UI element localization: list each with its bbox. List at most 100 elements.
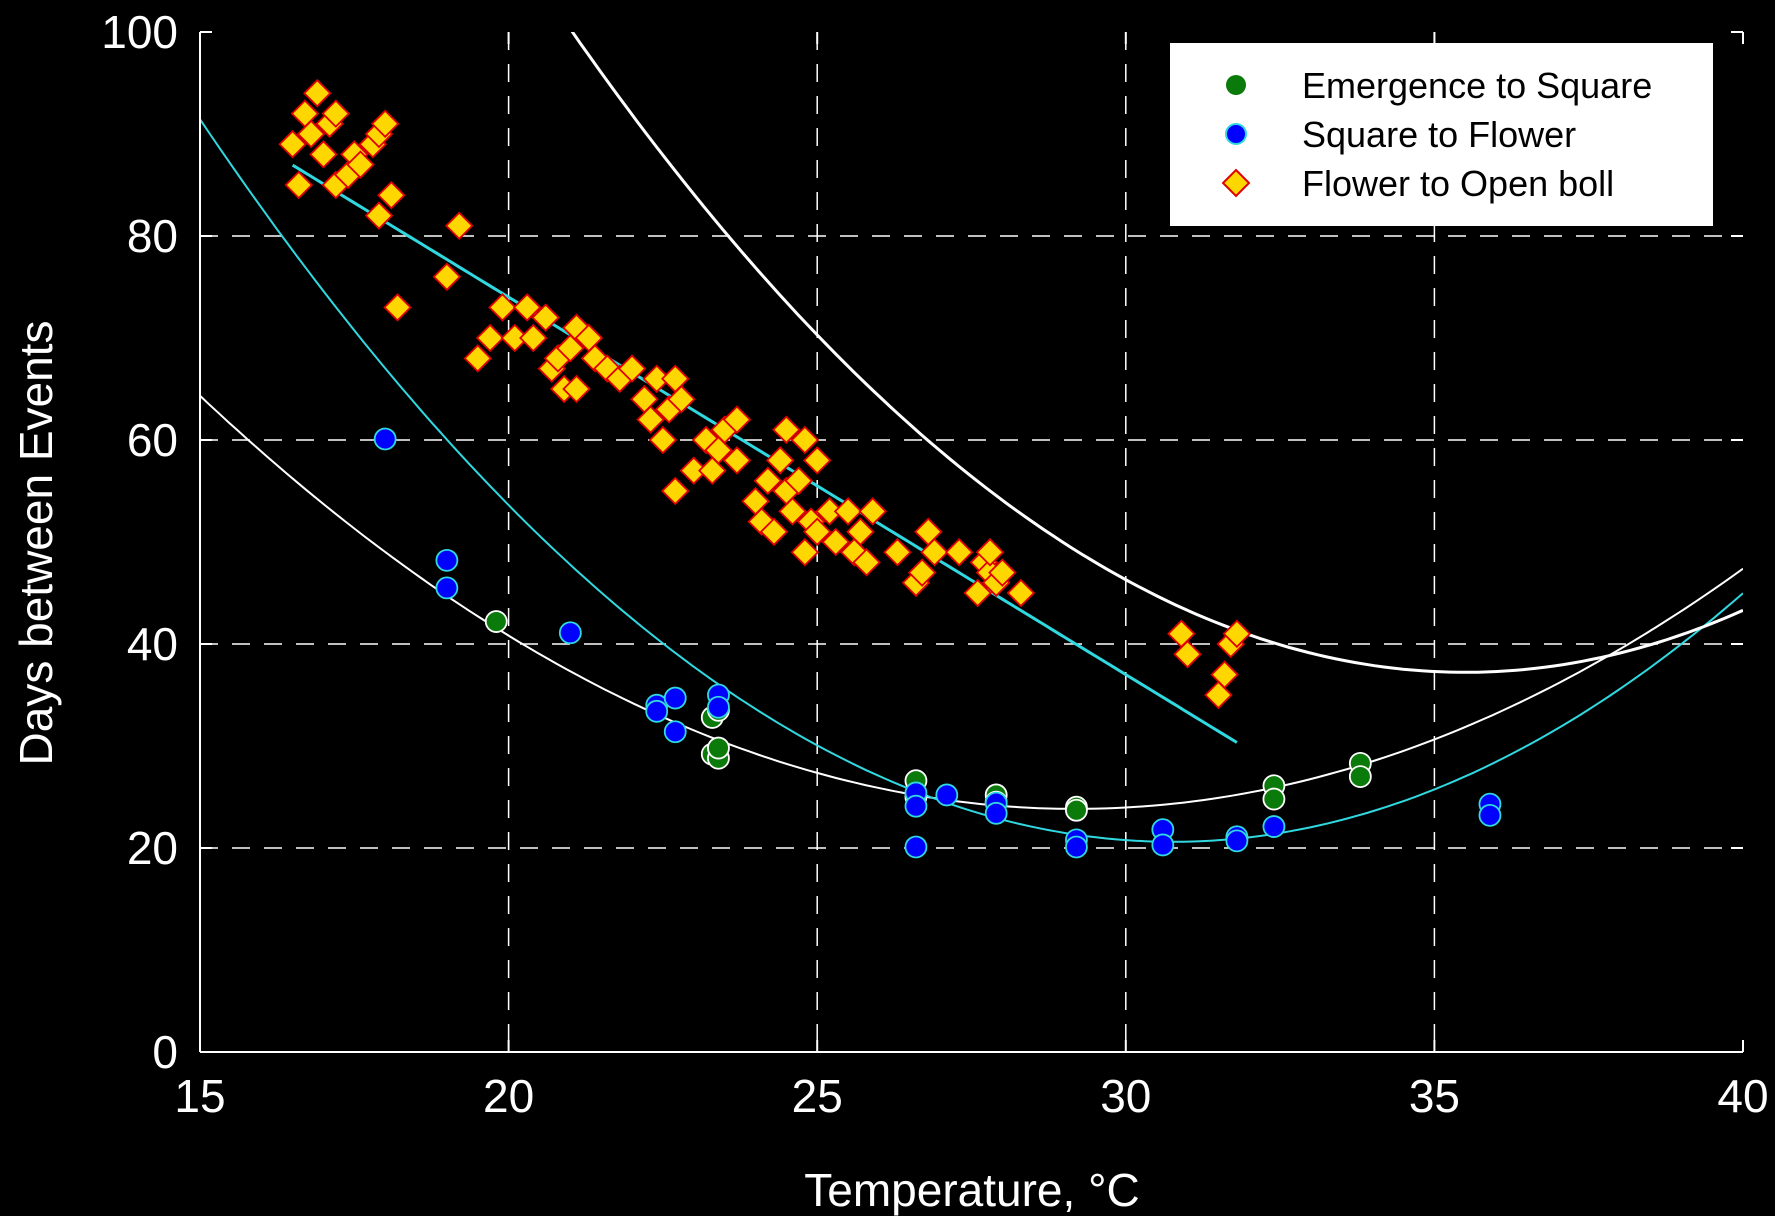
legend-entry-emergence-to-square: Emergence to Square <box>1226 65 1652 106</box>
fit-curves <box>200 32 1743 843</box>
fit-curve-2 <box>570 32 1743 674</box>
legend: Emergence to Square Square to Flower Flo… <box>1170 43 1713 226</box>
point-square-to-flower <box>1262 815 1286 838</box>
point-square-to-flower <box>1225 829 1249 853</box>
point-flower-to-open-boll <box>463 344 493 373</box>
point-flower-to-open-boll <box>660 476 690 506</box>
point-emergence-to-square <box>1262 787 1286 811</box>
point-square-to-flower <box>1478 803 1502 827</box>
point-flower-to-open-boll <box>765 446 795 475</box>
point-square-to-flower <box>373 427 397 451</box>
legend-label-emergence-to-square: Emergence to Square <box>1302 65 1652 106</box>
y-axis-title: Days between Events <box>10 321 62 766</box>
y-tick-label: 0 <box>152 1026 178 1078</box>
point-flower-to-open-boll <box>648 425 678 455</box>
point-flower-to-open-boll <box>519 323 548 353</box>
x-tick-label: 40 <box>1717 1070 1768 1122</box>
point-flower-to-open-boll <box>364 201 394 230</box>
point-flower-to-open-boll <box>833 497 863 526</box>
legend-box <box>1170 43 1713 226</box>
point-flower-to-open-boll <box>1006 578 1036 608</box>
point-flower-to-open-boll <box>963 578 992 608</box>
point-flower-to-open-boll <box>846 517 875 547</box>
point-flower-to-open-boll <box>444 211 474 241</box>
point-flower-to-open-boll <box>531 303 560 332</box>
point-flower-to-open-boll <box>802 446 832 475</box>
x-axis-title: Temperature, °C <box>804 1164 1139 1216</box>
point-flower-to-open-boll <box>722 446 752 475</box>
point-square-to-flower <box>663 686 687 710</box>
point-flower-to-open-boll <box>296 119 326 149</box>
point-flower-to-open-boll <box>309 140 338 169</box>
y-tick-label: 60 <box>127 414 178 466</box>
point-flower-to-open-boll <box>722 405 752 434</box>
point-flower-to-open-boll <box>772 415 801 445</box>
point-square-to-flower <box>707 695 730 719</box>
point-flower-to-open-boll <box>920 537 949 567</box>
point-square-to-flower <box>904 794 928 818</box>
point-flower-to-open-boll <box>821 527 850 557</box>
point-flower-to-open-boll <box>475 323 505 353</box>
point-flower-to-open-boll <box>784 466 813 496</box>
x-tick-label: 15 <box>174 1070 225 1122</box>
point-emergence-to-square <box>484 610 508 633</box>
point-flower-to-open-boll <box>321 99 351 128</box>
point-flower-to-open-boll <box>790 537 820 567</box>
point-flower-to-open-boll <box>753 466 783 496</box>
fit-curve-3 <box>291 163 1238 744</box>
point-flower-to-open-boll <box>667 384 696 414</box>
legend-label-square-to-flower: Square to Flower <box>1302 114 1576 155</box>
fit-curve-1 <box>200 118 1743 843</box>
point-flower-to-open-boll <box>636 405 665 434</box>
point-square-to-flower <box>435 576 459 600</box>
point-flower-to-open-boll <box>883 537 912 567</box>
point-square-to-flower <box>984 801 1008 825</box>
point-flower-to-open-boll <box>488 293 517 322</box>
point-emergence-to-square <box>1065 798 1088 822</box>
point-flower-to-open-boll <box>778 497 807 526</box>
point-flower-to-open-boll <box>988 558 1017 587</box>
point-emergence-to-square <box>707 736 730 760</box>
point-flower-to-open-boll <box>617 354 647 383</box>
y-tick-label: 80 <box>127 210 178 262</box>
y-tick-label: 40 <box>127 618 178 670</box>
point-flower-to-open-boll <box>562 374 591 404</box>
point-flower-to-open-boll <box>383 293 412 322</box>
x-tick-label: 30 <box>1100 1070 1151 1122</box>
point-square-to-flower <box>435 548 459 572</box>
point-flower-to-open-boll <box>1173 639 1202 669</box>
point-flower-to-open-boll <box>302 78 332 108</box>
point-flower-to-open-boll <box>370 109 400 139</box>
legend-entry-square-to-flower: Square to Flower <box>1225 114 1576 155</box>
point-flower-to-open-boll <box>1210 660 1239 689</box>
legend-marker-square-to-flower <box>1225 123 1247 145</box>
axes: 15 20 25 30 35 40 0 20 40 60 80 100 <box>101 6 1768 1122</box>
point-emergence-to-square <box>1348 765 1372 788</box>
point-flower-to-open-boll <box>512 293 542 322</box>
point-flower-to-open-boll <box>432 262 462 292</box>
legend-entry-flower-to-open-boll: Flower to Open boll <box>1221 163 1614 204</box>
y-tick-label: 20 <box>127 822 178 874</box>
point-square-to-flower <box>904 835 928 859</box>
point-flower-to-open-boll <box>852 548 881 577</box>
point-flower-to-open-boll <box>1222 619 1252 649</box>
legend-label-flower-to-open-boll: Flower to Open boll <box>1302 163 1614 204</box>
point-flower-to-open-boll <box>759 517 789 547</box>
point-flower-to-open-boll <box>975 537 1005 567</box>
point-flower-to-open-boll <box>346 150 375 179</box>
point-flower-to-open-boll <box>802 517 832 547</box>
point-square-to-flower <box>645 699 669 723</box>
data-points <box>278 78 1502 859</box>
point-flower-to-open-boll <box>907 558 937 587</box>
x-tick-label: 25 <box>792 1070 843 1122</box>
point-square-to-flower <box>558 621 582 645</box>
point-flower-to-open-boll <box>284 170 314 200</box>
point-flower-to-open-boll <box>377 180 406 210</box>
point-flower-to-open-boll <box>790 425 820 455</box>
point-flower-to-open-boll <box>278 129 307 159</box>
point-square-to-flower <box>1151 833 1175 857</box>
point-flower-to-open-boll <box>858 497 888 526</box>
legend-marker-emergence-to-square <box>1226 75 1246 95</box>
fit-curve-0 <box>200 394 1743 810</box>
